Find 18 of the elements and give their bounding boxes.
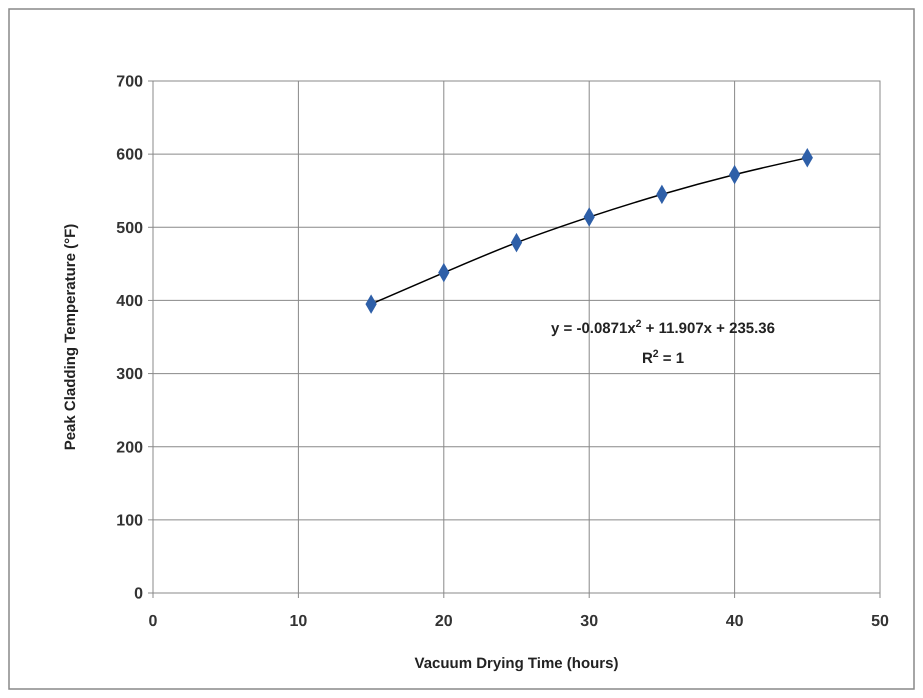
x-tick-label: 30 — [580, 613, 598, 630]
x-axis-title: Vacuum Drying Time (hours) — [414, 655, 618, 672]
x-tick-label: 0 — [148, 613, 158, 630]
x-tick-label: 50 — [871, 613, 889, 630]
y-tick-label: 400 — [116, 293, 144, 310]
y-tick-label: 600 — [116, 146, 144, 164]
y-tick-label: 700 — [116, 74, 144, 91]
y-tick-label: 0 — [134, 586, 144, 603]
y-tick-label: 200 — [116, 439, 144, 456]
x-tick-label: 20 — [434, 613, 453, 630]
x-tick-label: 10 — [290, 613, 308, 630]
y-tick-label: 500 — [116, 220, 144, 237]
y-tick-label: 300 — [116, 366, 144, 384]
x-tick-label: 40 — [726, 613, 744, 630]
y-axis-title: Peak Cladding Temperature (°F) — [62, 224, 79, 450]
y-tick-label: 100 — [116, 512, 144, 530]
annotation: y = -0.0871x$^{2}$ + 11.907x + 235.36 — [551, 318, 775, 337]
annotation: R$^{2}$ = 1 — [642, 348, 684, 367]
